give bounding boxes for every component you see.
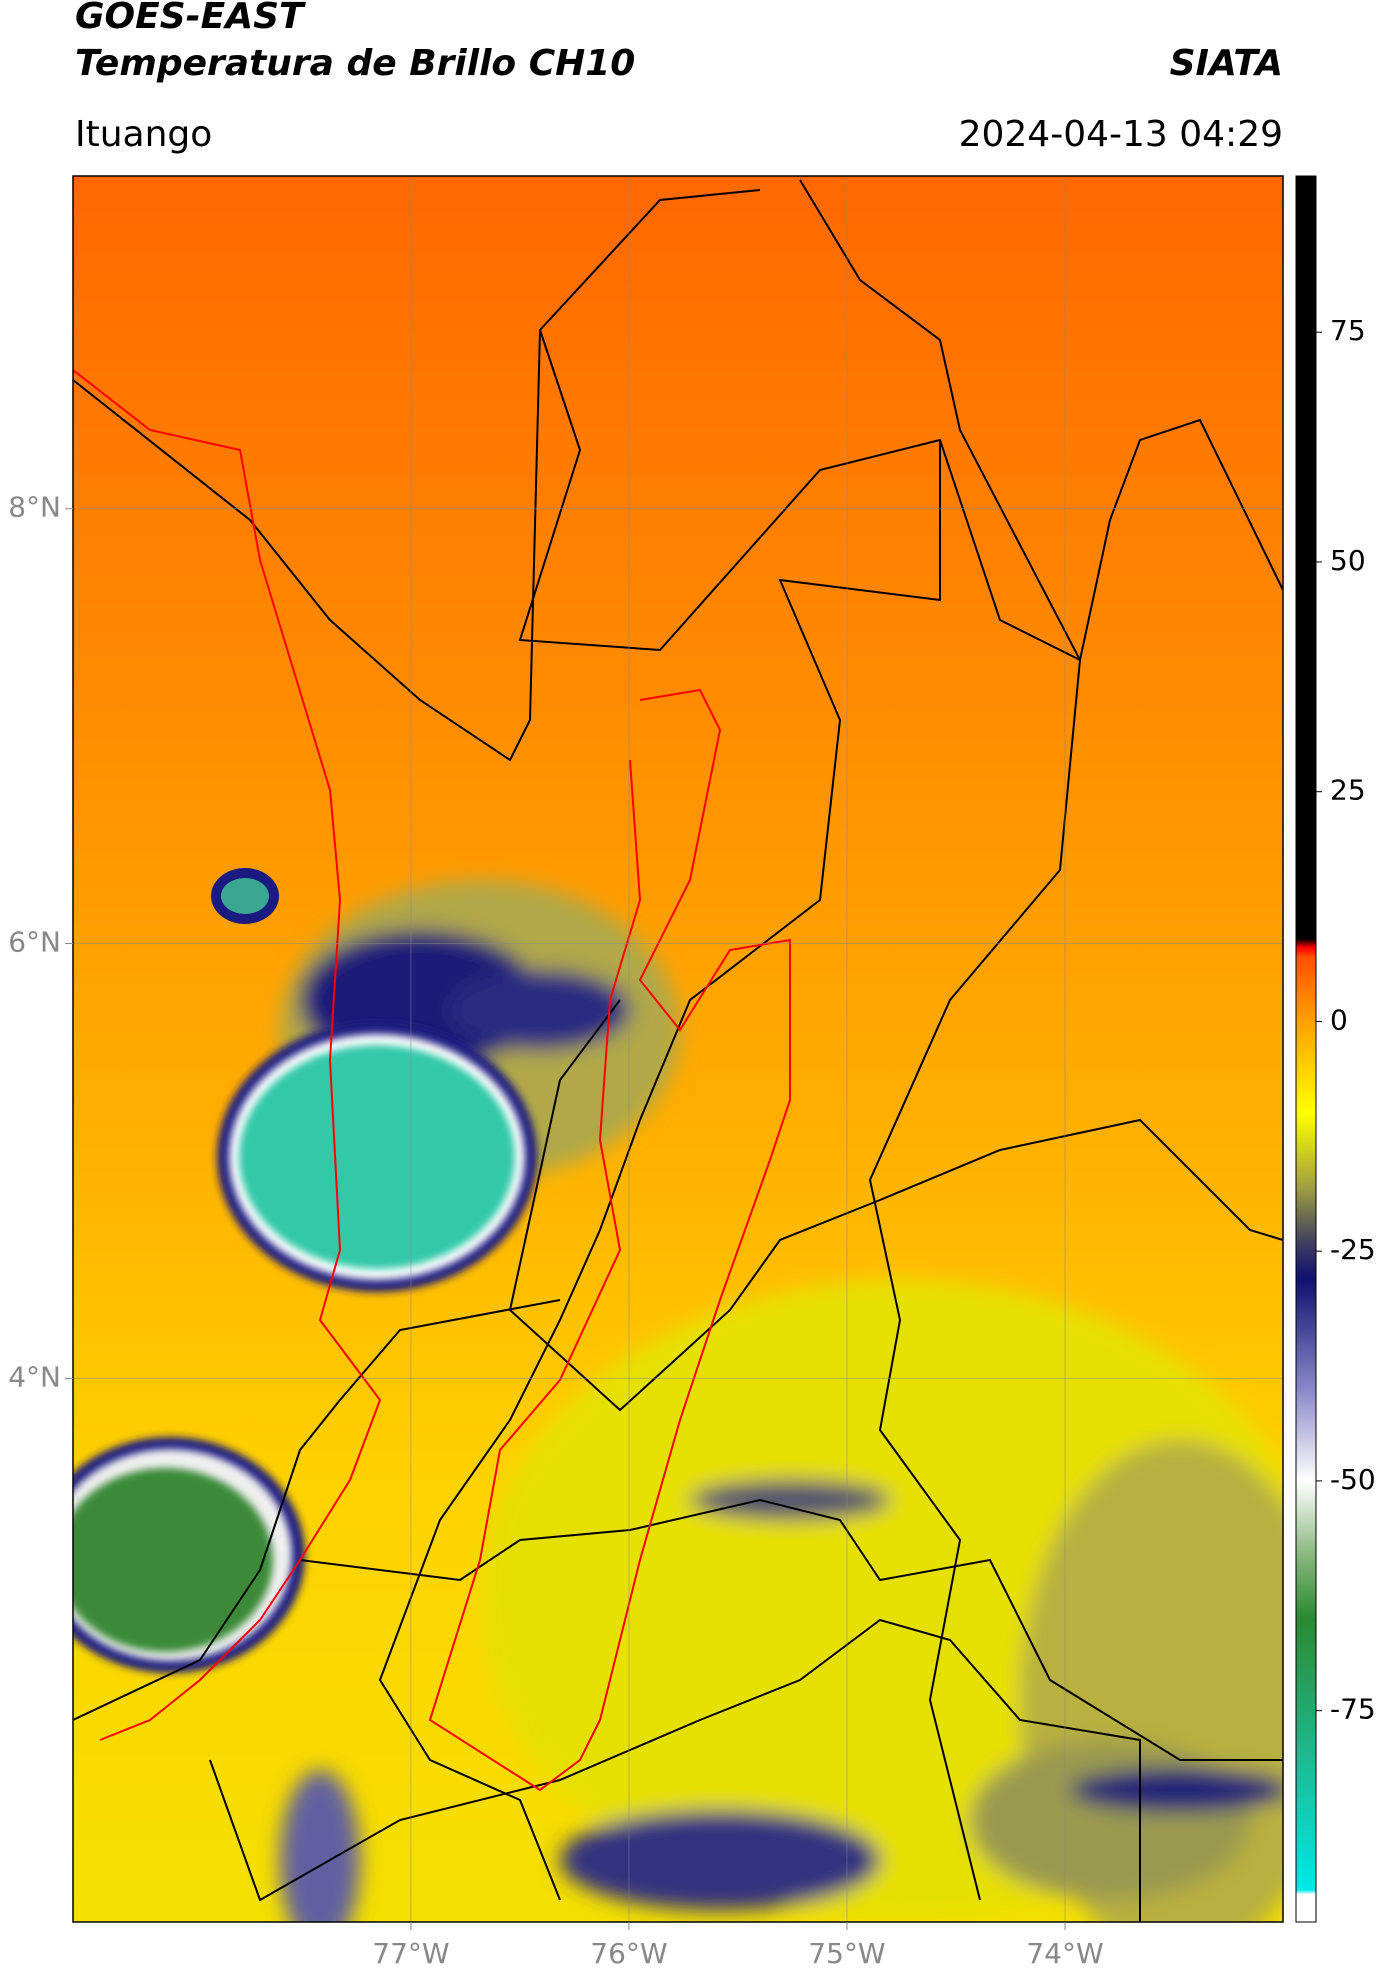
subtitle: Temperatura de Brillo CH10 — [75, 43, 635, 84]
colorbar-tick-label: 25 — [1330, 774, 1366, 807]
x-tick-label: 76°W — [590, 1937, 667, 1970]
x-tick-label: 77°W — [372, 1937, 449, 1970]
x-tick-label: 75°W — [808, 1937, 885, 1970]
datetime: 2024-04-13 04:29 — [959, 114, 1283, 155]
y-tick-label: 6°N — [8, 926, 61, 959]
colorbar-tick-label: 0 — [1330, 1003, 1348, 1036]
colorbar-tick-label: -75 — [1330, 1693, 1376, 1726]
colorbar — [1295, 175, 1317, 1923]
location: Ituango — [75, 114, 212, 155]
satellite-image — [73, 176, 1283, 1922]
title: GOES-EAST — [75, 0, 306, 37]
y-tick-label: 4°N — [8, 1360, 61, 1393]
colorbar-tick-label: 50 — [1330, 544, 1366, 577]
map-frame — [72, 175, 1284, 1923]
x-tick-label: 74°W — [1026, 1937, 1103, 1970]
colorbar-tick-label: 75 — [1330, 314, 1366, 347]
colorbar-tick-label: -25 — [1330, 1233, 1376, 1266]
source: SIATA — [1170, 43, 1283, 84]
y-tick-label: 8°N — [8, 491, 61, 524]
colorbar-tick-label: -50 — [1330, 1463, 1376, 1496]
